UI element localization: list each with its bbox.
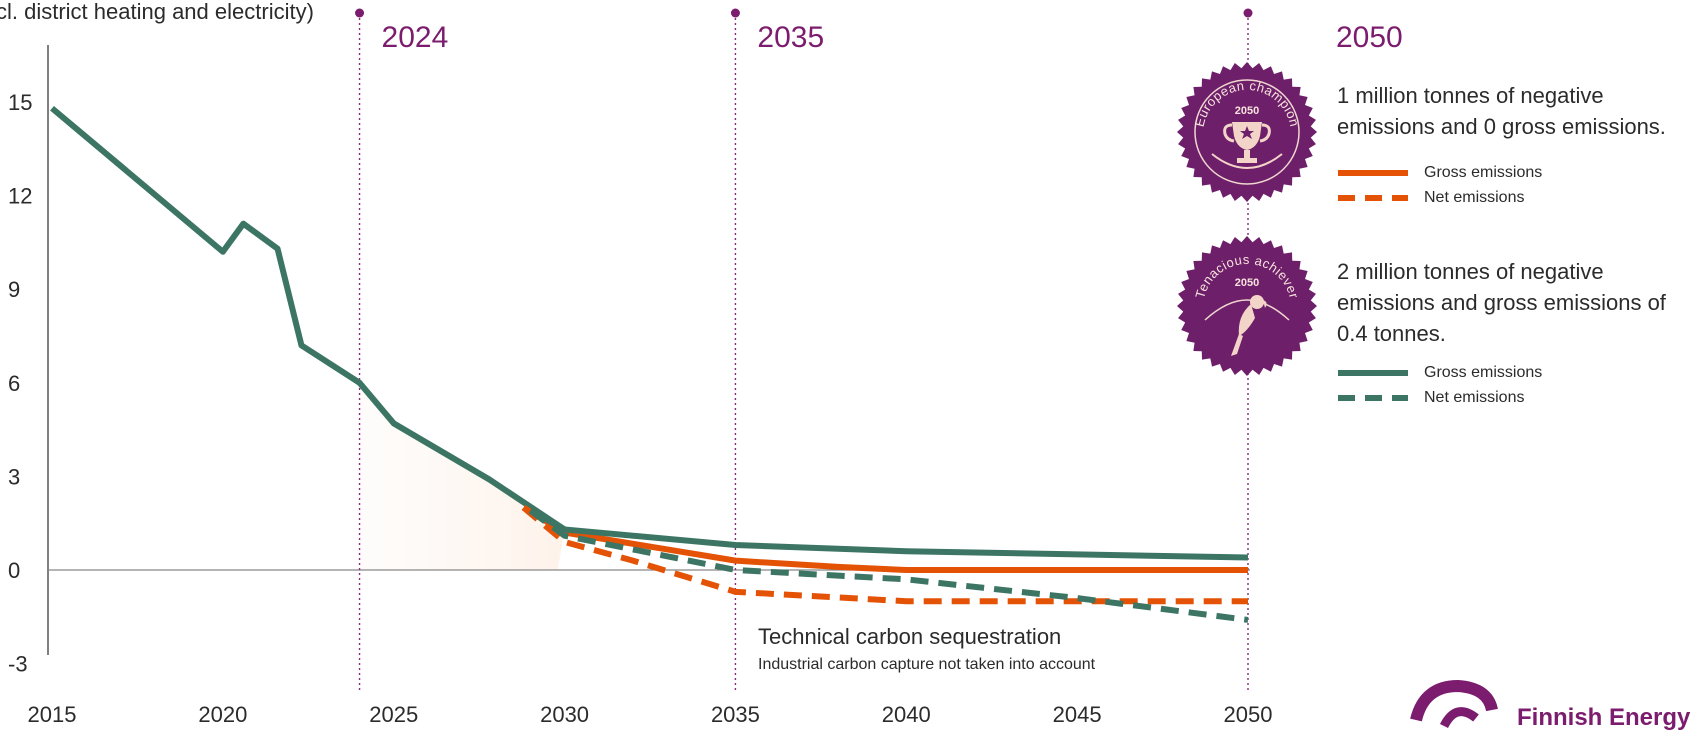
logo-text: Finnish Energy <box>1517 704 1691 731</box>
x-tick-label: 2040 <box>882 702 931 726</box>
annotation-title: Technical carbon sequestration <box>758 624 1061 649</box>
scenario-2-legend: Gross emissions Net emissions <box>1338 360 1542 410</box>
x-tick-label: 2030 <box>540 702 589 726</box>
badge-tenacious-achiever: Tenacious achiever 2050 <box>1177 236 1317 381</box>
annotation-subtitle: Industrial carbon capture not taken into… <box>758 656 1096 673</box>
y-tick-label: 15 <box>8 90 32 115</box>
transition-shade <box>359 382 565 570</box>
gross-line-green <box>528 508 1249 561</box>
legend-net-orange: Net emissions <box>1338 185 1542 210</box>
milestone-dot <box>1243 8 1253 18</box>
legend-label: Gross emissions <box>1424 163 1543 181</box>
x-tick-label: 2020 <box>198 702 247 726</box>
legend-gross-green: Gross emissions <box>1338 360 1542 385</box>
milestone-label: 2050 <box>1336 21 1403 54</box>
legend-net-green: Net emissions <box>1338 385 1542 410</box>
x-tick-label: 2015 <box>28 702 77 726</box>
legend-gross-orange: Gross emissions <box>1338 160 1542 185</box>
y-tick-label: 12 <box>8 184 32 209</box>
x-tick-label: 2050 <box>1224 702 1273 726</box>
milestone-dot <box>730 8 740 18</box>
milestone-label: 2035 <box>757 21 824 54</box>
legend-swatch-solid <box>1338 169 1408 176</box>
legend-label: Net emissions <box>1424 188 1525 206</box>
y-tick-label: 9 <box>8 277 20 302</box>
x-tick-label: 2025 <box>369 702 418 726</box>
legend-swatch-dashed <box>1338 194 1408 201</box>
net-line-orange <box>521 505 1248 605</box>
badge-european-champion: European champion 2050 <box>1177 62 1317 207</box>
y-tick-label: 3 <box>8 464 20 489</box>
y-tick-label: 0 <box>8 558 20 583</box>
y-tick-label: 6 <box>8 371 20 396</box>
net-line-green <box>528 508 1249 623</box>
scenario-1-legend: Gross emissions Net emissions <box>1338 160 1542 210</box>
legend-label: Net emissions <box>1424 388 1525 406</box>
legend-swatch-dashed <box>1338 394 1408 401</box>
historical-line <box>50 105 567 532</box>
scenario-2-description: 2 million tonnes of negative emissions a… <box>1337 259 1666 346</box>
badge-seal-shape <box>1177 236 1317 376</box>
legend-swatch-solid <box>1338 369 1408 376</box>
parrot-icon <box>1231 295 1267 356</box>
finnish-energy-logo-icon <box>1410 679 1498 729</box>
legend-label: Gross emissions <box>1424 363 1543 381</box>
trophy-icon <box>1223 122 1271 163</box>
scenario-1-description: 1 million tonnes of negative emissions a… <box>1337 83 1666 139</box>
milestone-dot <box>355 8 365 18</box>
badge-year: 2050 <box>1235 105 1259 117</box>
milestone-label: 2024 <box>382 21 449 54</box>
finnish-energy-logo <box>1410 679 1506 735</box>
x-tick-label: 2035 <box>711 702 760 726</box>
y-axis-label: cl. district heating and electricity) <box>0 0 314 24</box>
x-tick-label: 2045 <box>1053 702 1102 726</box>
badge-year: 2050 <box>1235 277 1259 289</box>
y-tick-label: -3 <box>8 652 28 677</box>
